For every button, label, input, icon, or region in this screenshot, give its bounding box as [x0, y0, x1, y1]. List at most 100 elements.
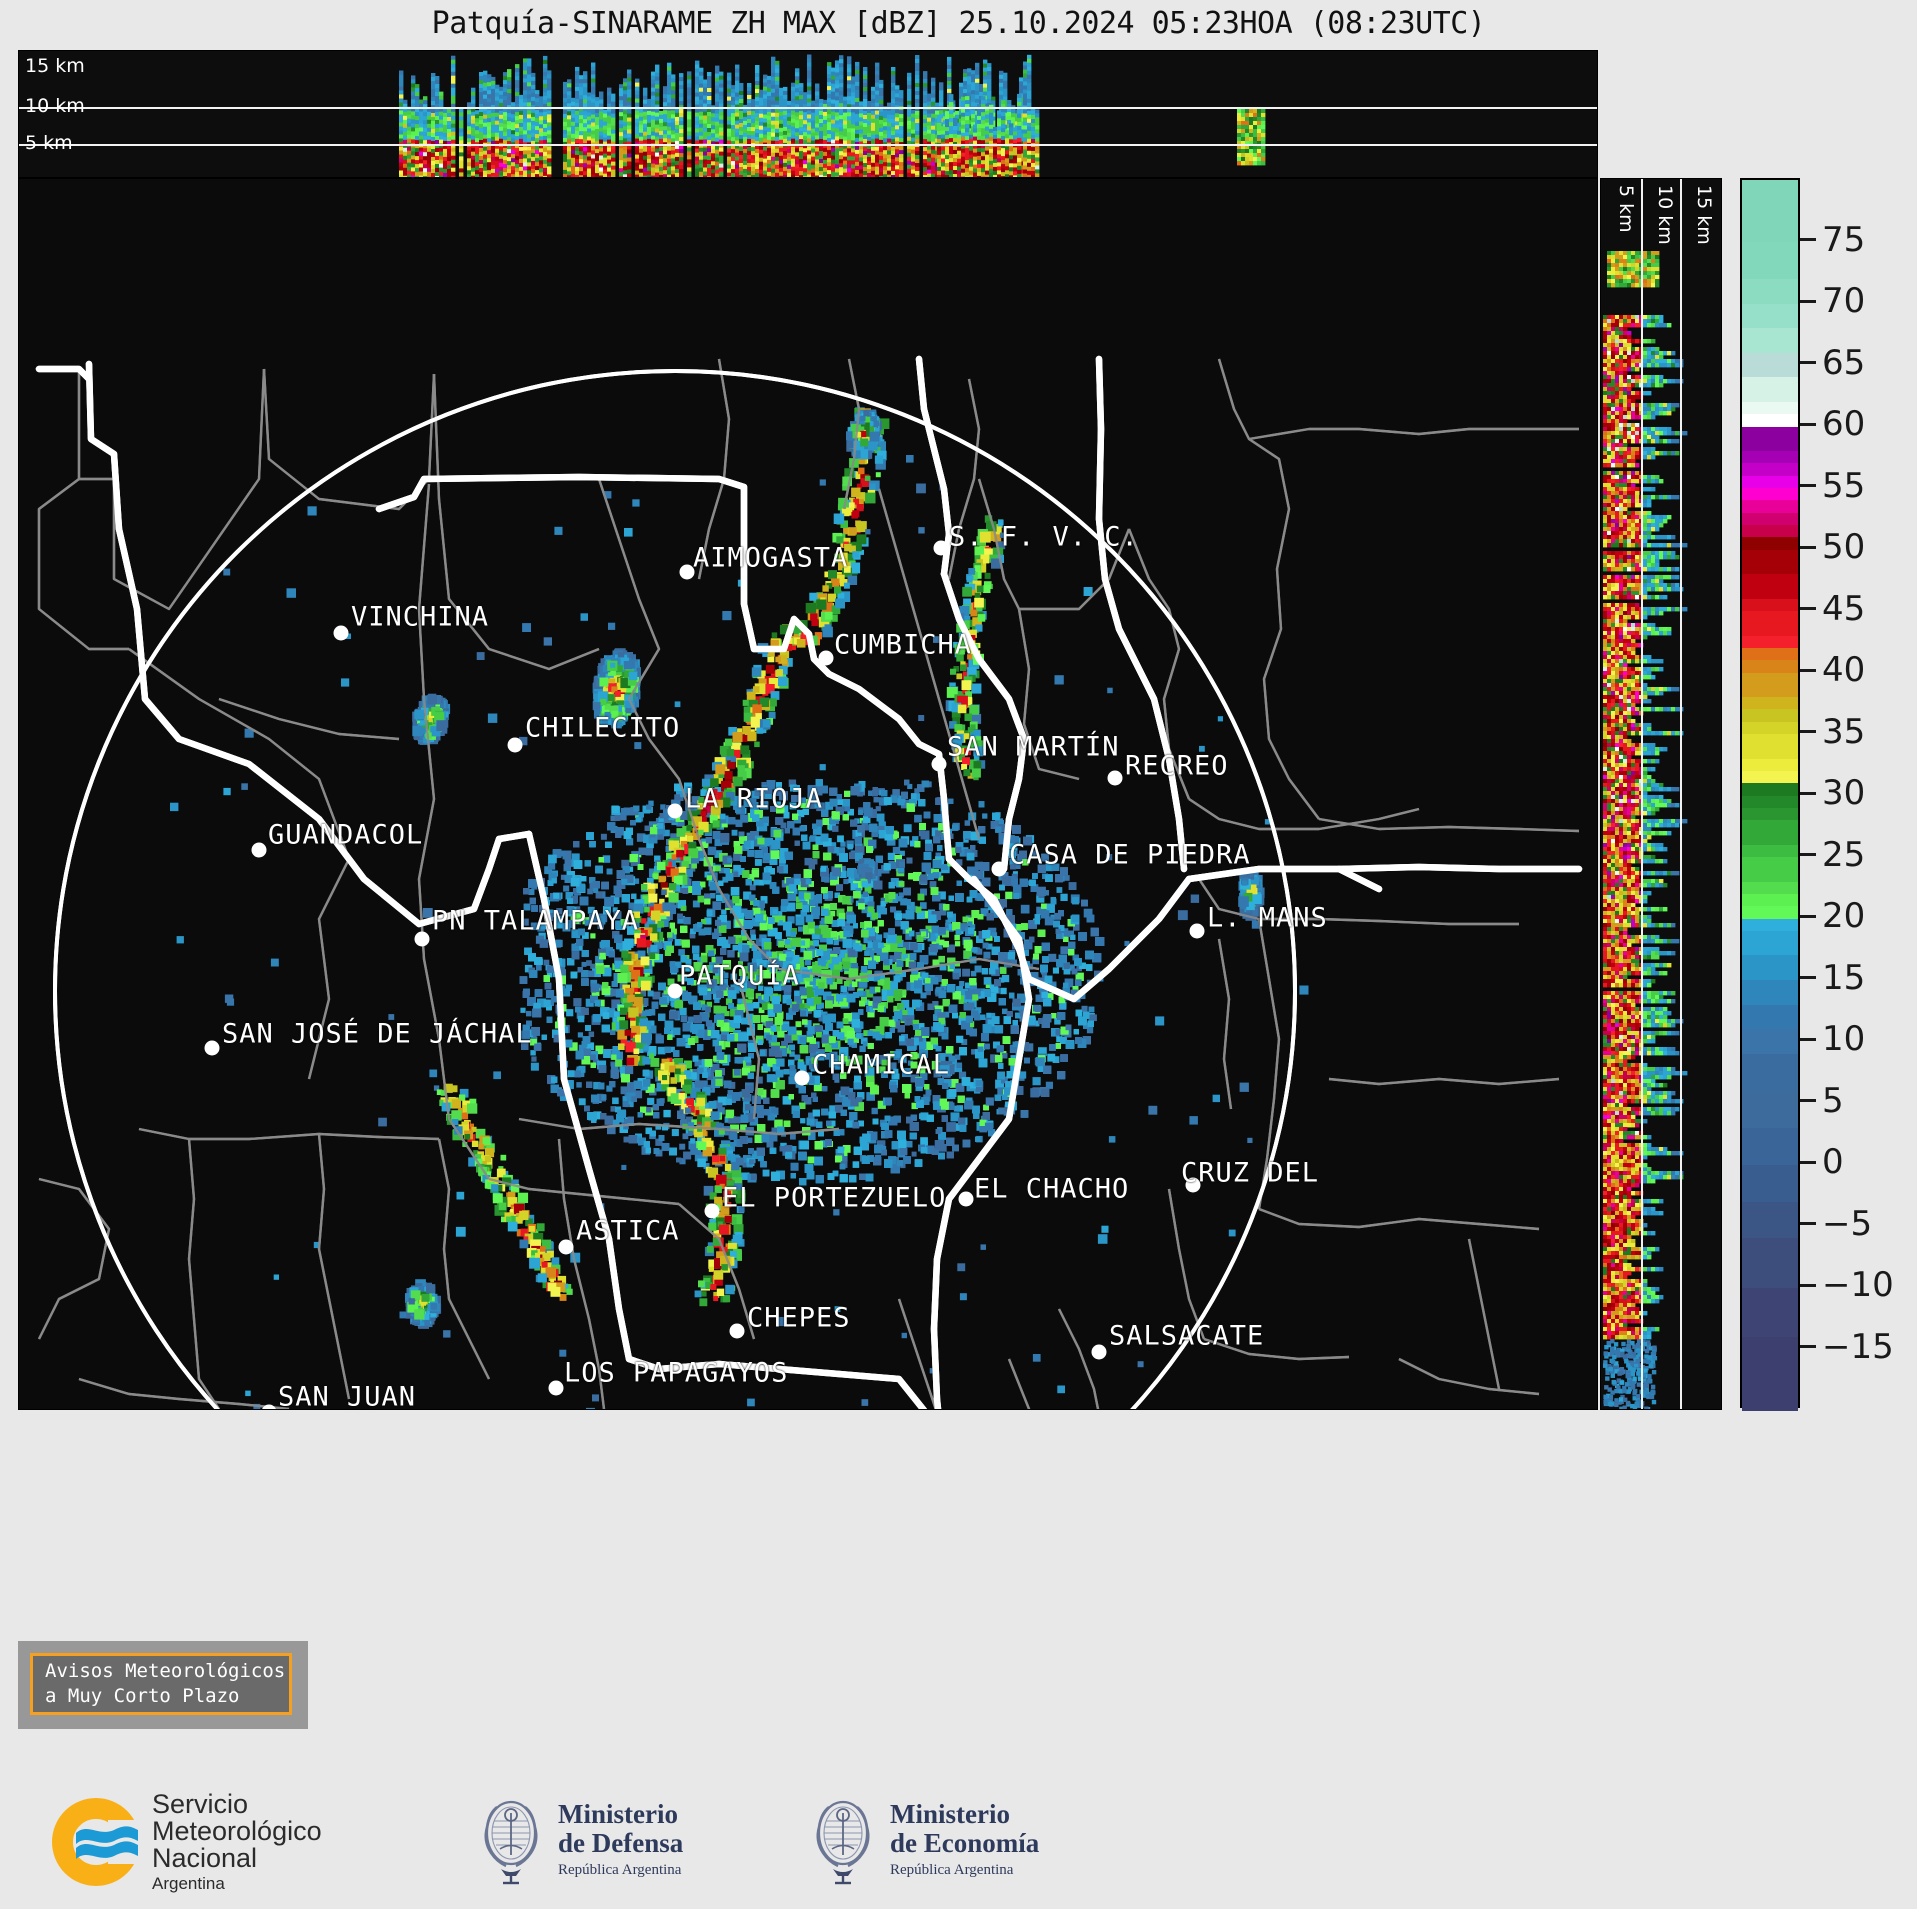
colorbar-tick: 20: [1800, 896, 1865, 936]
city-label: SAN JOSÉ DE JÁCHAL: [222, 1019, 533, 1050]
city-marker-dot[interactable]: [991, 861, 1007, 877]
city-marker-dot[interactable]: [333, 625, 349, 641]
tick-label: 70: [1822, 281, 1865, 321]
smn-line-2: Meteorológico: [152, 1818, 322, 1845]
tick-label: 10: [1822, 1019, 1865, 1059]
colorbar-segment: [1742, 536, 1798, 550]
colorbar-segment: [1742, 635, 1798, 648]
city-label: CUMBICHA: [834, 630, 972, 661]
colorbar-segment: [1742, 819, 1798, 845]
tick-mark: [1800, 791, 1816, 795]
colorbar-tick: −10: [1800, 1265, 1894, 1305]
city-marker-dot[interactable]: [204, 1040, 220, 1056]
city-marker-dot[interactable]: [261, 1404, 277, 1409]
city-marker-dot[interactable]: [1185, 1177, 1201, 1193]
colorbar-tick: 50: [1800, 527, 1865, 567]
city-marker-dot[interactable]: [931, 756, 947, 772]
colorbar-segment: [1742, 278, 1798, 304]
colorbar-segment: [1742, 918, 1798, 931]
city-marker-dot[interactable]: [507, 737, 523, 753]
city-label: CASA DE PIEDRA: [1009, 840, 1251, 871]
colorbar-segment: [1742, 610, 1798, 636]
colorbar-tick: 15: [1800, 958, 1865, 998]
city-marker-dot[interactable]: [818, 650, 834, 666]
city-marker-dot[interactable]: [704, 1203, 720, 1219]
city-marker-dot[interactable]: [1107, 770, 1123, 786]
colorbar-segment: [1742, 376, 1798, 402]
city-marker-dot[interactable]: [414, 931, 430, 947]
colorbar-segment: [1742, 647, 1798, 661]
tick-label: 75: [1822, 220, 1865, 260]
radar-map-panel[interactable]: AIMOGASTA S. F. V. C. CUMBICHA VINCHINA CHIL…: [18, 178, 1598, 1410]
warning-line-1: Avisos Meteorológicos: [45, 1659, 289, 1684]
tick-label: 20: [1822, 896, 1865, 936]
city-label: CHILECITO: [525, 713, 680, 744]
colorbar-segment: [1742, 954, 1798, 981]
tick-mark: [1800, 1099, 1816, 1102]
warning-box[interactable]: Avisos Meteorológicos a Muy Corto Plazo: [30, 1653, 292, 1715]
colorbar-tick: 65: [1800, 343, 1865, 383]
city-marker-dot[interactable]: [667, 983, 683, 999]
colorbar-tick: 40: [1800, 650, 1865, 690]
city-label: VINCHINA: [351, 602, 489, 633]
colorbar-segment: [1742, 758, 1798, 771]
colorbar-segment: [1742, 782, 1798, 796]
colorbar-tick: 45: [1800, 589, 1865, 629]
tick-mark: [1800, 1345, 1816, 1348]
tick-mark: [1800, 422, 1816, 426]
tick-label: 0: [1822, 1142, 1844, 1182]
city-marker-dot[interactable]: [1091, 1344, 1107, 1360]
colorbar-segment: [1742, 807, 1798, 821]
logo-ministerio-de-economia: Ministerio de Economía República Argenti…: [810, 1793, 1039, 1885]
tick-mark: [1800, 853, 1816, 856]
tick-mark: [1800, 1160, 1816, 1164]
colorbar-segment: [1742, 426, 1798, 452]
height-label-15km-right: 15 km: [1693, 185, 1715, 245]
city-marker-dot[interactable]: [933, 540, 949, 556]
province-boundaries: [35, 355, 1583, 1409]
city-marker-dot[interactable]: [794, 1070, 810, 1086]
height-line-10km-right: [1680, 179, 1682, 1409]
colorbar-segment: [1742, 549, 1798, 575]
height-line-10km: [19, 107, 1597, 109]
colorbar-segment: [1742, 856, 1798, 882]
colorbar-segment: [1742, 795, 1798, 808]
city-marker-dot[interactable]: [548, 1380, 564, 1396]
city-marker-dot[interactable]: [679, 564, 695, 580]
height-line-5km-right: [1641, 179, 1643, 1409]
tick-mark: [1800, 1283, 1816, 1287]
city-label: ASTICA: [576, 1216, 680, 1247]
cross-section-right-panel: 5 km 10 km 15 km: [1600, 178, 1722, 1410]
city-marker-dot[interactable]: [1189, 923, 1205, 939]
city-label: CRUZ DEL: [1181, 1158, 1319, 1189]
city-marker-dot[interactable]: [251, 842, 267, 858]
defensa-line-1: Ministerio: [558, 1800, 683, 1829]
colorbar-segment: [1742, 499, 1798, 513]
logo-servicio-meteorologico-nacional: Servicio Meteorológico Nacional Argentin…: [52, 1791, 322, 1892]
tick-mark: [1800, 1037, 1816, 1041]
city-marker-dot[interactable]: [558, 1239, 574, 1255]
colorbar-segment: [1742, 1004, 1798, 1030]
economia-line-1: Ministerio: [890, 1800, 1039, 1829]
colorbar-tick-labels: 75 70 65 60 55 50 45 40 35 30 25 20 15 10 5 0 −5 −10 −15: [1800, 178, 1910, 1408]
city-label: CHAMICAL: [812, 1050, 950, 1081]
colorbar-segment: [1742, 180, 1798, 181]
city-marker-dot[interactable]: [958, 1191, 974, 1207]
tick-label: 60: [1822, 404, 1865, 444]
city-marker-dot[interactable]: [667, 803, 683, 819]
city-marker-dot[interactable]: [729, 1323, 745, 1339]
tick-label: 25: [1822, 835, 1865, 875]
colorbar-segment: [1742, 708, 1798, 722]
city-label: S. F. V. C.: [949, 522, 1139, 553]
colorbar-segment: [1742, 696, 1798, 710]
colorbar-segment: [1742, 1053, 1798, 1091]
height-label-15km: 15 km: [25, 55, 85, 77]
colorbar-segment: [1742, 721, 1798, 735]
city-label: LA RIOJA: [685, 784, 823, 815]
city-label: SAN MARTÍN: [947, 732, 1120, 763]
colorbar-tick: 25: [1800, 835, 1865, 875]
tick-label: 55: [1822, 466, 1865, 506]
colorbar-segment: [1742, 241, 1798, 279]
colorbar-segment: [1742, 512, 1798, 525]
tick-mark: [1800, 299, 1816, 303]
